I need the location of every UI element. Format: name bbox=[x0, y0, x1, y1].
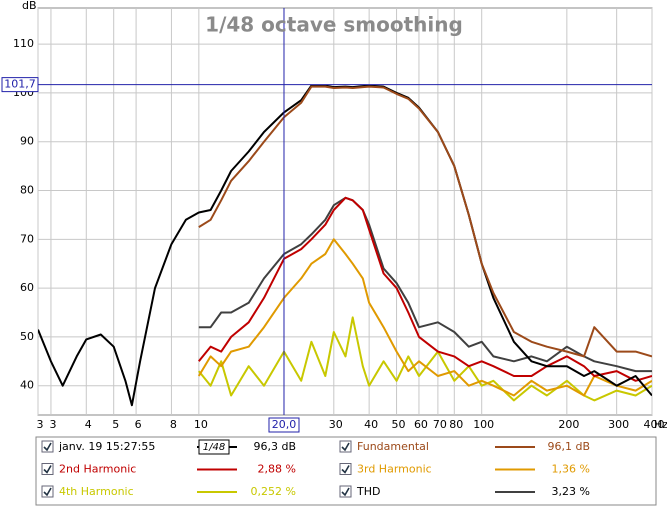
legend-checkbox bbox=[339, 463, 352, 475]
y-tick-label: 80 bbox=[20, 184, 34, 197]
legend-label: 3rd Harmonic bbox=[357, 463, 432, 476]
x-tick-label: 400 bbox=[644, 418, 665, 431]
x-tick-label: 60 bbox=[414, 418, 428, 431]
y-tick-label: 50 bbox=[20, 330, 34, 343]
x-axis-unit: Hz bbox=[654, 418, 667, 431]
legend-badge-text: 1/48 bbox=[203, 442, 225, 453]
x-tick-label: 3 bbox=[49, 418, 56, 431]
legend-label: 2nd Harmonic bbox=[59, 463, 136, 476]
legend-label: Fundamental bbox=[357, 440, 429, 453]
legend-value: 96,1 dB bbox=[547, 440, 590, 453]
legend-checkbox bbox=[41, 463, 54, 475]
x-tick-label: 70 bbox=[433, 418, 447, 431]
y-tick-label: 60 bbox=[20, 281, 34, 294]
x-tick-label: 4 bbox=[85, 418, 92, 431]
legend-check bbox=[43, 487, 52, 497]
legend-checkbox bbox=[41, 440, 54, 453]
x-tick-label: 8 bbox=[170, 418, 177, 431]
legend-value: 96,3 dB bbox=[253, 440, 296, 453]
x-tick-label: 300 bbox=[608, 418, 629, 431]
x-tick-label: 3 bbox=[37, 418, 44, 431]
legend-value: 2,88 % bbox=[258, 463, 296, 476]
legend-label: janv. 19 15:27:55 bbox=[58, 440, 155, 453]
y-tick-label: 70 bbox=[20, 232, 34, 245]
legend-value: 3,23 % bbox=[552, 485, 590, 498]
y-tick-label: 110 bbox=[13, 37, 34, 50]
x-tick-label: 40 bbox=[364, 418, 378, 431]
legend-check bbox=[341, 465, 350, 474]
series-line bbox=[198, 85, 652, 358]
x-tick-label: 100 bbox=[473, 418, 494, 431]
series-line bbox=[198, 316, 652, 402]
legend-check bbox=[341, 442, 350, 452]
legend-check bbox=[341, 487, 350, 497]
x-tick-label: 30 bbox=[329, 418, 343, 431]
y-tick-label: 90 bbox=[20, 135, 34, 148]
cursor-x-label: 20,0 bbox=[272, 418, 297, 431]
legend-check bbox=[43, 442, 52, 452]
series-line bbox=[198, 196, 652, 382]
cursor-y-box bbox=[1, 77, 39, 93]
x-tick-label: 6 bbox=[135, 418, 142, 431]
legend-value: 0,252 % bbox=[251, 485, 296, 498]
legend-check bbox=[43, 465, 52, 474]
legend-label: 4th Harmonic bbox=[59, 485, 134, 498]
cursor-y-label: 101,7 bbox=[4, 78, 36, 91]
legend-checkbox bbox=[41, 485, 54, 498]
x-tick-label: 50 bbox=[392, 418, 406, 431]
legend-value: 1,36 % bbox=[552, 463, 590, 476]
x-tick-label: 80 bbox=[449, 418, 463, 431]
legend-label: THD bbox=[356, 485, 380, 498]
y-axis-label: dB bbox=[22, 0, 37, 12]
series-line bbox=[198, 196, 652, 373]
x-tick-label: 200 bbox=[558, 418, 579, 431]
x-tick-label: 10 bbox=[194, 418, 208, 431]
legend-checkbox bbox=[339, 440, 352, 453]
legend-badge bbox=[198, 439, 230, 455]
legend-checkbox bbox=[339, 485, 352, 498]
y-tick-label: 40 bbox=[20, 379, 34, 392]
x-tick-label: 5 bbox=[112, 418, 119, 431]
chart-title: 1/48 octave smoothing bbox=[205, 13, 463, 37]
cursor-x-box bbox=[268, 417, 300, 433]
series-line bbox=[197, 238, 652, 397]
